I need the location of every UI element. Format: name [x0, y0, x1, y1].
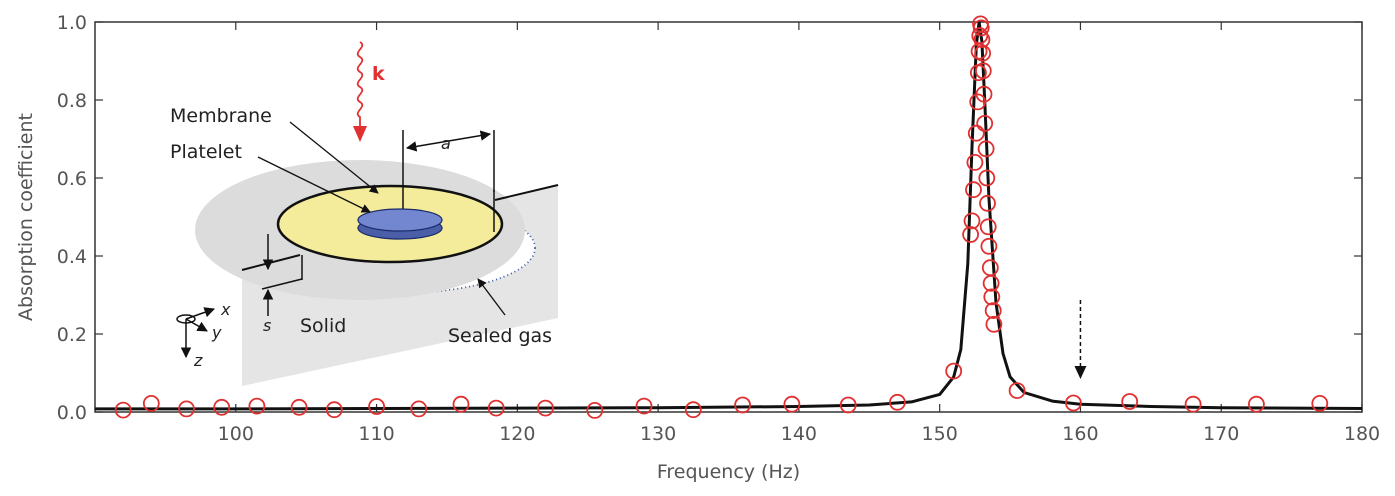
- data-point-marker: [783, 395, 801, 413]
- data-point-marker: [982, 274, 1000, 292]
- annotation-layer: [1074, 300, 1087, 379]
- y-tick-label: 1.0: [57, 12, 87, 34]
- data-point-marker: [945, 362, 963, 380]
- plot-frame: [94, 21, 1363, 413]
- data-point-marker: [213, 398, 231, 416]
- data-point-marker: [114, 401, 132, 419]
- data-point-marker: [410, 400, 428, 418]
- data-point-marker: [1065, 394, 1082, 412]
- data-point-marker: [839, 396, 857, 414]
- data-point-marker: [983, 288, 1001, 306]
- x-tick-label: 160: [1062, 423, 1098, 445]
- data-point-marker: [985, 315, 1003, 333]
- y-tick-label: 0.0: [57, 402, 87, 424]
- data-point-marker: [977, 140, 995, 158]
- data-point-marker: [967, 124, 985, 142]
- y-tick-label: 0.2: [57, 324, 87, 346]
- solid-label: Solid: [300, 315, 346, 337]
- inset-diagram: a Membrane Platelet Solid Sealed gas s k…: [170, 41, 559, 386]
- data-point-marker: [889, 393, 906, 411]
- x-tick-label: 150: [922, 423, 958, 445]
- data-point-marker: [635, 397, 653, 415]
- data-point-marker: [976, 115, 994, 132]
- dashed-arrow-head: [1074, 366, 1087, 379]
- data-point-marker: [178, 400, 195, 418]
- plot-border: [94, 21, 1363, 413]
- solid-bottom-edge: [261, 278, 303, 290]
- y-tick-label: 0.6: [57, 168, 87, 190]
- platelet-top: [357, 208, 443, 232]
- data-point-marker: [962, 226, 979, 243]
- data-point-marker: [963, 212, 981, 230]
- x-tick-label: 140: [781, 423, 817, 445]
- x-tick-label: 170: [1203, 423, 1239, 445]
- axis-x-label: x: [220, 300, 231, 319]
- x-tick-label: 180: [1344, 423, 1380, 445]
- wave-vector-icon: [356, 41, 364, 128]
- data-point-marker: [974, 62, 992, 80]
- thickness-label: s: [263, 316, 271, 335]
- data-point-marker: [974, 44, 991, 62]
- y-tick-label: 0.4: [57, 246, 87, 268]
- data-point-marker: [290, 398, 308, 416]
- axis-y-label: y: [211, 323, 222, 342]
- platelet-label: Platelet: [170, 141, 242, 163]
- data-point-marker: [965, 181, 982, 199]
- platelet-pointer: [257, 156, 371, 213]
- axis-z-label: z: [193, 351, 203, 370]
- data-point-marker: [142, 394, 160, 412]
- membrane-label: Membrane: [170, 105, 272, 127]
- data-point-marker: [734, 396, 751, 414]
- data-point-marker: [978, 169, 996, 187]
- data-point-marker: [973, 31, 991, 48]
- data-point-marker: [980, 237, 998, 255]
- data-point-marker: [984, 302, 1002, 320]
- data-point-marker: [586, 401, 604, 419]
- radius-label: a: [441, 134, 451, 153]
- data-point-marker: [1121, 393, 1139, 410]
- data-point-marker: [972, 19, 990, 37]
- x-tick-label: 120: [499, 423, 535, 445]
- data-markers-layer: [114, 15, 1329, 419]
- wave-vector-label: k: [372, 63, 385, 85]
- y-axis-title: Absorption coefficient: [15, 113, 37, 321]
- sealed-gas-pointer: [477, 278, 506, 316]
- data-point-marker: [537, 399, 554, 417]
- sealed-gas-label: Sealed gas: [448, 325, 552, 347]
- data-point-marker: [248, 397, 266, 415]
- axis-ticks: 100 110 120 130 140 150 160 170 180 0.0 0.2 0.4 0.6 0…: [57, 12, 1380, 445]
- data-point-marker: [1311, 394, 1329, 412]
- x-axis-title: Frequency (Hz): [657, 461, 800, 483]
- solid-far-edge: [494, 184, 559, 201]
- x-tick-label: 130: [640, 423, 676, 445]
- data-point-marker: [452, 395, 470, 413]
- data-point-marker: [981, 259, 999, 277]
- y-tick-label: 0.8: [57, 90, 87, 112]
- data-point-marker: [1008, 382, 1026, 400]
- data-point-marker: [975, 85, 993, 103]
- data-point-marker: [1248, 395, 1265, 413]
- data-point-marker: [979, 194, 996, 212]
- coordinate-axes-icon: x y z: [176, 300, 231, 370]
- data-point-marker: [684, 401, 702, 419]
- data-point-marker: [979, 218, 997, 236]
- data-point-marker: [1184, 395, 1202, 413]
- x-tick-label: 110: [358, 423, 394, 445]
- x-tick-label: 100: [218, 423, 254, 445]
- data-point-marker: [966, 153, 984, 171]
- data-point-marker: [325, 401, 343, 419]
- data-point-marker: [368, 398, 386, 415]
- membrane-pointer: [289, 121, 379, 194]
- radius-arrow: [405, 130, 492, 152]
- data-point-marker: [487, 399, 505, 417]
- wave-vector-arrowhead: [353, 126, 367, 142]
